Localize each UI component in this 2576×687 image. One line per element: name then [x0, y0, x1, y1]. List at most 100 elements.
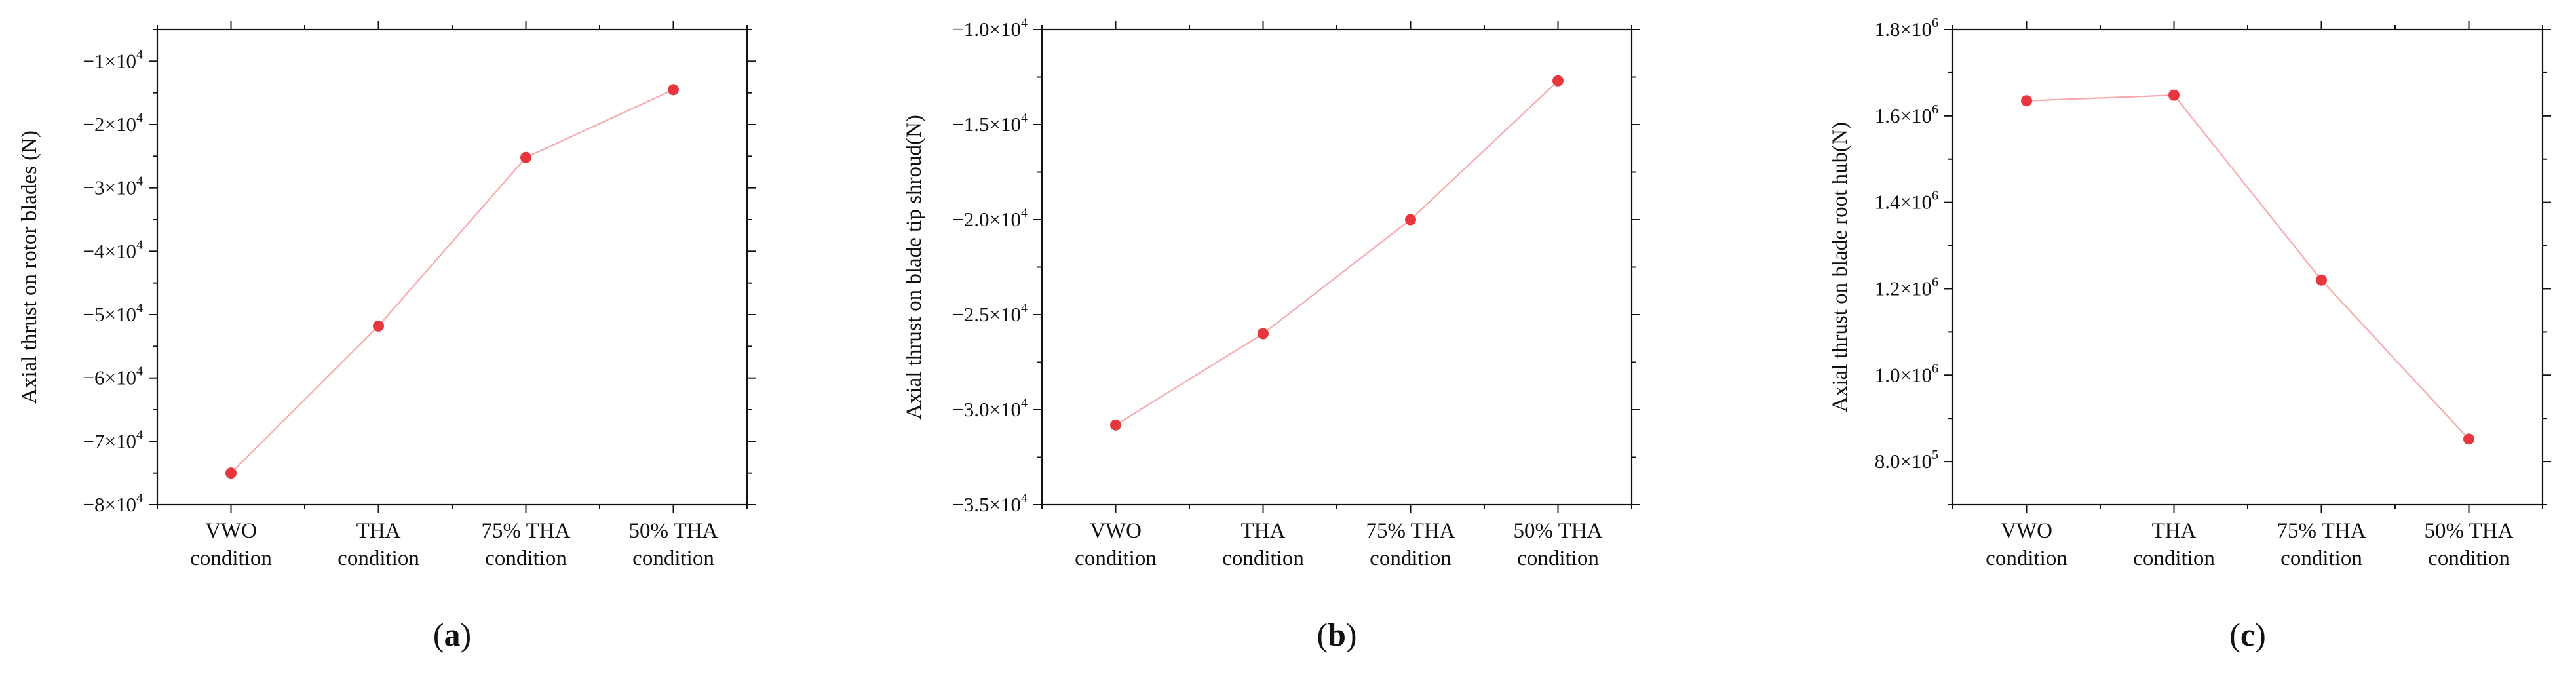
- x-category-label: 75% THA: [2277, 519, 2366, 543]
- y-tick-exponent: 4: [1021, 206, 1028, 220]
- x-category-label: THA: [356, 519, 401, 543]
- panel-label-close: ): [2255, 616, 2266, 653]
- y-tick-label: −3×104: [83, 174, 143, 199]
- panel-label-open: (: [1317, 616, 1328, 653]
- y-tick-label: −2.0×104: [952, 206, 1028, 231]
- panel-label: (c): [2229, 616, 2266, 653]
- y-tick-exponent: 4: [1021, 491, 1028, 505]
- y-tick-mantissa: −7×10: [83, 429, 136, 452]
- series-line: [2026, 94, 2470, 440]
- data-point: [373, 320, 384, 332]
- y-tick-label: 1.8×106: [1875, 16, 1938, 41]
- x-category-label: 50% THA: [629, 519, 718, 543]
- y-tick-exponent: 4: [136, 364, 143, 379]
- data-point: [1110, 419, 1121, 431]
- x-category-label: condition: [337, 547, 419, 570]
- y-tick-exponent: 4: [136, 47, 143, 62]
- x-category-label: THA: [2152, 519, 2197, 543]
- panel-c: 8.0×1051.0×1061.2×1061.4×1061.6×1061.8×1…: [1828, 16, 2551, 653]
- y-tick-label: −3.0×104: [952, 396, 1028, 421]
- y-tick-label: 1.4×106: [1875, 189, 1938, 214]
- y-tick-exponent: 4: [136, 427, 143, 442]
- data-point: [1552, 75, 1564, 87]
- x-category-label: condition: [1370, 547, 1451, 570]
- y-tick-exponent: 6: [1932, 361, 1938, 376]
- y-tick-mantissa: −3.5×10: [952, 493, 1021, 516]
- panel-label-open: (: [433, 616, 444, 653]
- plot-frame: [156, 28, 748, 506]
- y-tick-label: −2×104: [83, 111, 143, 136]
- y-tick-label: −1.0×104: [952, 16, 1028, 41]
- y-tick-exponent: 4: [1021, 396, 1028, 410]
- panel-label: (a): [433, 616, 471, 653]
- y-tick-exponent: 4: [136, 301, 143, 315]
- panel-label-letter: a: [444, 616, 461, 653]
- x-category-label: 50% THA: [2425, 519, 2514, 543]
- y-tick-exponent: 6: [1932, 16, 1938, 30]
- y-tick-mantissa: −1.5×10: [952, 113, 1021, 136]
- y-tick-mantissa: −1.0×10: [952, 18, 1021, 41]
- x-category-label: THA: [1241, 519, 1286, 543]
- y-tick-label: 8.0×105: [1875, 448, 1938, 473]
- data-point: [225, 467, 237, 479]
- y-axis-label: Axial thrust on rotor blades (N): [18, 130, 41, 404]
- y-tick-label: −4×104: [83, 237, 143, 262]
- panel-label-open: (: [2229, 616, 2240, 653]
- panel-label-letter: c: [2240, 616, 2255, 653]
- x-category-label: condition: [2280, 547, 2362, 570]
- y-tick-mantissa: −5×10: [83, 303, 136, 326]
- y-tick-mantissa: 1.8×10: [1875, 18, 1932, 41]
- x-category-label: condition: [485, 547, 567, 570]
- data-point: [1258, 328, 1269, 340]
- y-tick-label: −1.5×104: [952, 111, 1028, 136]
- x-category-label: condition: [1986, 547, 2067, 570]
- y-tick-mantissa: 1.6×10: [1875, 104, 1932, 127]
- y-tick-mantissa: 1.2×10: [1875, 277, 1932, 300]
- data-point: [2463, 433, 2474, 445]
- y-tick-mantissa: −3.0×10: [952, 398, 1021, 421]
- x-category-label: condition: [1075, 547, 1157, 570]
- y-tick-exponent: 4: [1021, 301, 1028, 315]
- y-tick-mantissa: −2.5×10: [952, 303, 1021, 326]
- y-tick-exponent: 4: [136, 491, 143, 505]
- panel-label-letter: b: [1328, 616, 1346, 653]
- series-line: [230, 88, 674, 474]
- x-category-label: condition: [190, 547, 272, 570]
- y-tick-exponent: 4: [1021, 16, 1028, 30]
- panel-label-close: ): [461, 616, 472, 653]
- y-tick-label: −6×104: [83, 364, 143, 389]
- y-axis-label: Axial thrust on blade root hub(N): [1828, 122, 1852, 412]
- y-tick-label: −8×104: [83, 491, 143, 516]
- y-tick-exponent: 4: [1021, 111, 1028, 125]
- y-tick-mantissa: 8.0×10: [1875, 450, 1932, 473]
- y-tick-exponent: 4: [136, 237, 143, 252]
- data-point: [668, 84, 679, 96]
- y-tick-mantissa: 1.0×10: [1875, 363, 1932, 386]
- y-tick-label: −5×104: [83, 301, 143, 326]
- panel-label: (b): [1317, 616, 1356, 653]
- plot-frame: [1041, 28, 1633, 506]
- series-line: [1115, 80, 1559, 426]
- data-point: [1405, 214, 1416, 226]
- y-tick-label: −1×104: [83, 47, 143, 72]
- panel-b: −1.0×104−1.5×104−2.0×104−2.5×104−3.0×104…: [902, 16, 1640, 653]
- data-point: [2316, 274, 2327, 286]
- x-category-label: 50% THA: [1514, 519, 1603, 543]
- x-category-label: condition: [2428, 547, 2510, 570]
- x-category-label: VWO: [1090, 519, 1142, 543]
- y-tick-mantissa: −2×10: [83, 113, 136, 136]
- x-category-label: 75% THA: [1366, 519, 1455, 543]
- y-tick-exponent: 6: [1932, 275, 1938, 289]
- y-tick-label: 1.6×106: [1875, 102, 1938, 127]
- y-axis-label: Axial thrust on blade tip shroud(N): [902, 115, 926, 420]
- y-tick-mantissa: −6×10: [83, 366, 136, 389]
- panel-a: −1×104−2×104−3×104−4×104−5×104−6×104−7×1…: [18, 21, 756, 653]
- y-tick-label: −3.5×104: [952, 491, 1028, 516]
- data-point: [520, 151, 531, 163]
- y-tick-exponent: 6: [1932, 102, 1938, 117]
- y-tick-label: 1.2×106: [1875, 275, 1938, 300]
- y-tick-exponent: 5: [1932, 448, 1938, 462]
- x-category-label: condition: [632, 547, 714, 570]
- x-category-label: VWO: [2001, 519, 2052, 543]
